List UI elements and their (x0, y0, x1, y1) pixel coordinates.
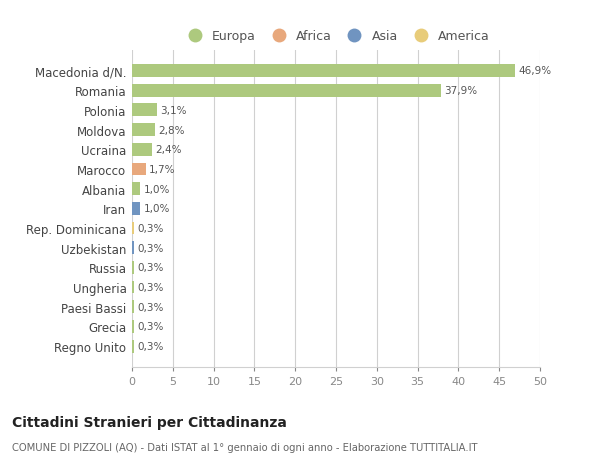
Text: 3,1%: 3,1% (161, 106, 187, 116)
Bar (132, 84, 441, 97)
Bar (132, 340, 134, 353)
Text: 0,3%: 0,3% (138, 341, 164, 352)
Bar (132, 163, 146, 176)
Text: 0,3%: 0,3% (138, 243, 164, 253)
Text: 0,3%: 0,3% (138, 263, 164, 273)
Bar (132, 144, 152, 156)
Bar (132, 320, 134, 333)
Bar (132, 202, 140, 215)
Text: 0,3%: 0,3% (138, 282, 164, 292)
Text: COMUNE DI PIZZOLI (AQ) - Dati ISTAT al 1° gennaio di ogni anno - Elaborazione TU: COMUNE DI PIZZOLI (AQ) - Dati ISTAT al 1… (12, 442, 478, 452)
Text: 1,7%: 1,7% (149, 164, 176, 174)
Text: 46,9%: 46,9% (518, 66, 551, 76)
Text: 0,3%: 0,3% (138, 322, 164, 332)
Bar (132, 262, 134, 274)
Text: 1,0%: 1,0% (143, 184, 170, 194)
Text: 37,9%: 37,9% (445, 86, 478, 96)
Bar (132, 183, 140, 196)
Bar (132, 281, 134, 294)
Legend: Europa, Africa, Asia, America: Europa, Africa, Asia, America (177, 25, 495, 48)
Bar (132, 104, 157, 117)
Text: 0,3%: 0,3% (138, 302, 164, 312)
Bar (132, 124, 155, 137)
Text: Cittadini Stranieri per Cittadinanza: Cittadini Stranieri per Cittadinanza (12, 415, 287, 429)
Text: 1,0%: 1,0% (143, 204, 170, 214)
Text: 0,3%: 0,3% (138, 224, 164, 234)
Bar (132, 65, 515, 78)
Text: 2,8%: 2,8% (158, 125, 185, 135)
Text: 2,4%: 2,4% (155, 145, 181, 155)
Bar (132, 222, 134, 235)
Bar (132, 301, 134, 313)
Bar (132, 242, 134, 255)
